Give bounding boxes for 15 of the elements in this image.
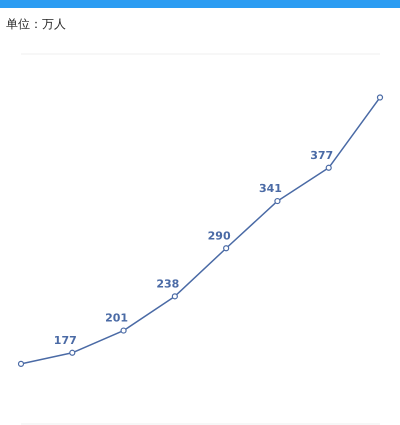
point xyxy=(223,245,230,252)
point xyxy=(376,94,384,101)
point xyxy=(326,164,332,171)
point xyxy=(18,360,24,367)
point xyxy=(274,198,281,204)
data-label: 377 xyxy=(310,148,334,162)
data-label: 201 xyxy=(105,312,128,325)
data-label: 290 xyxy=(208,229,231,242)
chart-title: 单位：万人 xyxy=(5,16,67,33)
point xyxy=(120,327,127,334)
point xyxy=(69,350,76,356)
data-label: 341 xyxy=(258,182,282,196)
data-label: 238 xyxy=(156,277,180,290)
data-label: 177 xyxy=(54,334,77,347)
point xyxy=(172,293,178,300)
